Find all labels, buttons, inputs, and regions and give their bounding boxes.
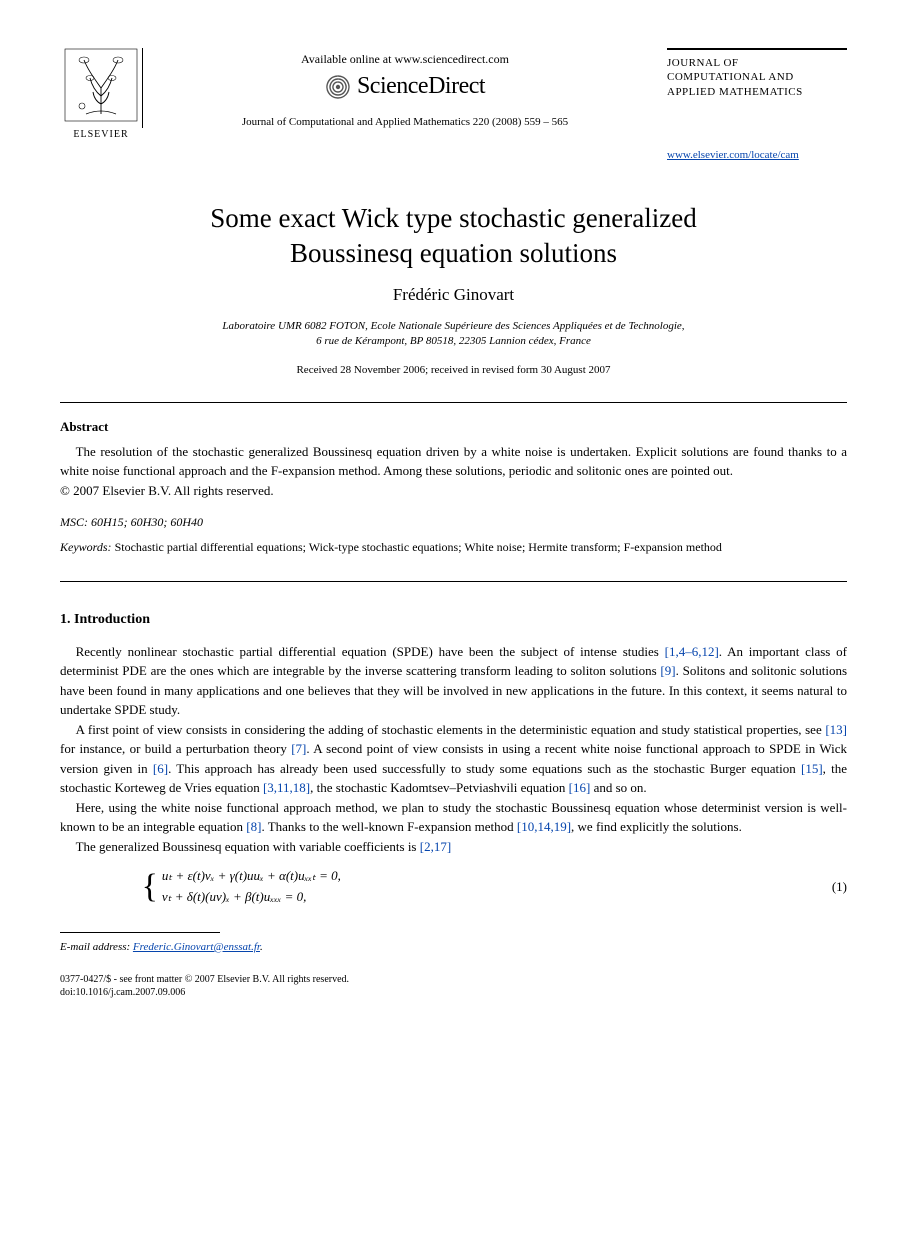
- affiliation: Laboratoire UMR 6082 FOTON, Ecole Nation…: [60, 319, 847, 350]
- email-label: E-mail address:: [60, 941, 130, 953]
- text-run: The generalized Boussinesq equation with…: [76, 839, 420, 854]
- msc-line: MSC: 60H15; 60H30; 60H40: [60, 515, 847, 530]
- copyright-line: © 2007 Elsevier B.V. All rights reserved…: [60, 483, 847, 499]
- keywords-label: Keywords:: [60, 540, 112, 554]
- text-run: for instance, or build a perturbation th…: [60, 741, 291, 756]
- keywords-text: Stochastic partial differential equation…: [115, 540, 722, 554]
- text-run: , the stochastic Kadomtsev–Petviashvili …: [310, 780, 569, 795]
- paragraph: Here, using the white noise functional a…: [60, 798, 847, 837]
- locate-link[interactable]: www.elsevier.com/locate/cam: [667, 149, 847, 161]
- right-header: JOURNAL OF COMPUTATIONAL AND APPLIED MAT…: [667, 48, 847, 161]
- footer-block: 0377-0427/$ - see front matter © 2007 El…: [60, 973, 847, 1000]
- elsevier-tree-icon: [64, 48, 138, 122]
- journal-reference: Journal of Computational and Applied Mat…: [153, 116, 657, 128]
- section-body: Recently nonlinear stochastic partial di…: [60, 642, 847, 857]
- header: ELSEVIER Available online at www.science…: [60, 48, 847, 161]
- center-header: Available online at www.sciencedirect.co…: [142, 48, 667, 128]
- equation-lines: uₜ + ε(t)vₓ + γ(t)uuₓ + α(t)uₓₓₜ = 0, vₜ…: [162, 866, 341, 908]
- sciencedirect-swirl-icon: [325, 74, 351, 100]
- keywords-line: Keywords: Stochastic partial differentia…: [60, 540, 847, 555]
- abstract-body: The resolution of the stochastic general…: [60, 443, 847, 481]
- abstract-paragraph: The resolution of the stochastic general…: [60, 443, 847, 481]
- citation-link[interactable]: [8]: [246, 819, 261, 834]
- msc-label: MSC:: [60, 515, 88, 529]
- text-run: and so on.: [590, 780, 646, 795]
- header-rule: [667, 48, 847, 52]
- page: ELSEVIER Available online at www.science…: [0, 0, 907, 1040]
- citation-link[interactable]: [9]: [660, 663, 675, 678]
- equation-line: uₜ + ε(t)vₓ + γ(t)uuₓ + α(t)uₓₓₜ = 0,: [162, 866, 341, 887]
- citation-link[interactable]: [10,14,19]: [517, 819, 571, 834]
- citation-link[interactable]: [13]: [825, 722, 847, 737]
- journal-title-line: COMPUTATIONAL AND: [667, 70, 847, 84]
- separator-rule: [60, 402, 847, 403]
- sciencedirect-text: ScienceDirect: [357, 73, 485, 100]
- sciencedirect-logo: ScienceDirect: [325, 73, 485, 100]
- journal-title-line: APPLIED MATHEMATICS: [667, 85, 847, 99]
- article-dates: Received 28 November 2006; received in r…: [60, 364, 847, 376]
- publisher-name: ELSEVIER: [60, 129, 142, 140]
- affil-line: 6 rue de Kérampont, BP 80518, 22305 Lann…: [60, 334, 847, 349]
- author-name: Frédéric Ginovart: [60, 285, 847, 305]
- separator-rule: [60, 581, 847, 582]
- email-link[interactable]: Frederic.Ginovart@enssat.fr: [133, 941, 260, 953]
- equation-number: (1): [832, 879, 847, 895]
- abstract-heading: Abstract: [60, 419, 847, 435]
- available-online-line: Available online at www.sciencedirect.co…: [153, 52, 657, 67]
- paragraph: Recently nonlinear stochastic partial di…: [60, 642, 847, 720]
- journal-title-line: JOURNAL OF: [667, 56, 847, 70]
- text-run: . This approach has already been used su…: [168, 761, 801, 776]
- footer-line: 0377-0427/$ - see front matter © 2007 El…: [60, 973, 847, 987]
- citation-link[interactable]: [6]: [153, 761, 168, 776]
- citation-link[interactable]: [3,11,18]: [263, 780, 310, 795]
- brace-icon: {: [60, 870, 162, 904]
- text-run: A first point of view consists in consid…: [76, 722, 826, 737]
- affil-line: Laboratoire UMR 6082 FOTON, Ecole Nation…: [60, 319, 847, 334]
- equation-block: { uₜ + ε(t)vₓ + γ(t)uuₓ + α(t)uₓₓₜ = 0, …: [60, 866, 847, 908]
- citation-link[interactable]: [15]: [801, 761, 823, 776]
- article-title: Some exact Wick type stochastic generali…: [60, 201, 847, 271]
- footer-line: doi:10.1016/j.cam.2007.09.006: [60, 986, 847, 1000]
- msc-codes: 60H15; 60H30; 60H40: [91, 515, 203, 529]
- text-run: , we find explicitly the solutions.: [571, 819, 742, 834]
- locate-url[interactable]: www.elsevier.com/locate/cam: [667, 149, 799, 161]
- equation-line: vₜ + δ(t)(uv)ₓ + β(t)uₓₓₓ = 0,: [162, 887, 341, 908]
- citation-link[interactable]: [16]: [569, 780, 591, 795]
- text-run: . Thanks to the well-known F-expansion m…: [261, 819, 516, 834]
- text-run: Recently nonlinear stochastic partial di…: [76, 644, 665, 659]
- paragraph: The generalized Boussinesq equation with…: [60, 837, 847, 857]
- paragraph: A first point of view consists in consid…: [60, 720, 847, 798]
- section-heading: 1. Introduction: [60, 612, 847, 628]
- journal-title-block: JOURNAL OF COMPUTATIONAL AND APPLIED MAT…: [667, 56, 847, 99]
- citation-link[interactable]: [7]: [291, 741, 306, 756]
- title-line: Some exact Wick type stochastic generali…: [60, 201, 847, 236]
- footnote-rule: [60, 932, 220, 933]
- citation-link[interactable]: [2,17]: [420, 839, 451, 854]
- email-line: E-mail address: Frederic.Ginovart@enssat…: [60, 941, 847, 953]
- publisher-logo-block: ELSEVIER: [60, 48, 142, 140]
- title-line: Boussinesq equation solutions: [60, 236, 847, 271]
- citation-link[interactable]: [1,4–6,12]: [665, 644, 719, 659]
